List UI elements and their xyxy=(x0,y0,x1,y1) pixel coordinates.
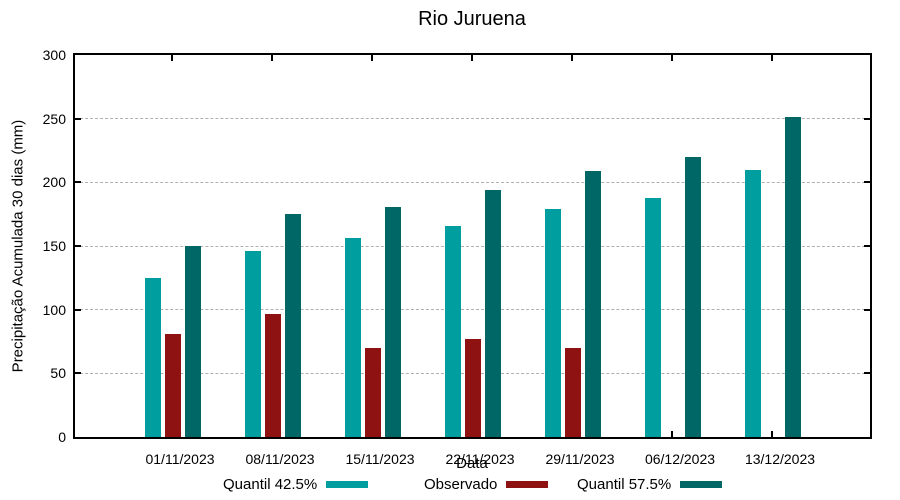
bar xyxy=(465,338,481,437)
legend-item: Observado xyxy=(424,475,549,493)
gridline xyxy=(75,181,870,183)
y-tick-label: 300 xyxy=(42,47,66,63)
gridline xyxy=(75,118,870,120)
x-tick xyxy=(271,55,273,61)
legend-swatch xyxy=(506,480,549,488)
bar xyxy=(745,169,761,437)
x-tick xyxy=(671,55,673,61)
bar xyxy=(285,214,301,437)
legend-item: Quantil 57.5% xyxy=(577,475,723,493)
y-tick-label: 100 xyxy=(42,301,66,318)
y-tick xyxy=(75,308,81,311)
x-tick xyxy=(471,55,473,61)
x-tick-label: 08/11/2023 xyxy=(245,451,315,467)
legend-item: Quantil 42.5% xyxy=(223,475,369,493)
bar xyxy=(645,197,661,437)
x-axis-title: Data xyxy=(456,455,488,472)
bar xyxy=(445,225,461,437)
x-tick xyxy=(371,55,373,61)
legend-label: Quantil 57.5% xyxy=(577,475,672,493)
x-tick-label: 13/12/2023 xyxy=(744,451,816,467)
y-tick xyxy=(864,181,870,184)
x-tick xyxy=(171,55,173,61)
x-tick xyxy=(771,431,773,437)
y-tick-label: 50 xyxy=(50,365,66,382)
x-tick-label: 01/11/2023 xyxy=(145,451,215,467)
bar xyxy=(345,238,361,437)
chart-title: Rio Juruena xyxy=(418,8,526,30)
plot-area xyxy=(73,53,872,439)
x-tick xyxy=(571,55,573,61)
gridline xyxy=(75,245,870,247)
y-tick-label: 200 xyxy=(42,174,66,191)
y-tick xyxy=(75,245,81,247)
bar xyxy=(365,347,381,437)
bar xyxy=(685,156,701,437)
y-tick xyxy=(75,117,81,120)
gridline xyxy=(75,309,870,311)
x-tick-label: 15/11/2023 xyxy=(345,451,415,467)
bar xyxy=(265,313,281,437)
x-tick xyxy=(671,431,673,437)
bar xyxy=(385,206,401,437)
bar xyxy=(245,251,261,437)
y-tick xyxy=(864,117,870,120)
bar xyxy=(185,246,201,437)
x-tick-label: 29/11/2023 xyxy=(545,451,615,467)
y-tick-label: 0 xyxy=(58,429,66,445)
legend-label: Observado xyxy=(424,475,498,493)
legend-swatch xyxy=(680,480,723,488)
x-tick-label: 06/12/2023 xyxy=(644,451,716,467)
bar xyxy=(585,170,601,437)
y-tick xyxy=(864,308,870,311)
bar xyxy=(485,189,501,437)
y-tick xyxy=(75,181,81,184)
y-tick xyxy=(75,372,81,375)
x-tick-label: 22/11/2023 xyxy=(445,451,515,467)
y-tick xyxy=(864,245,870,247)
bar xyxy=(145,277,161,437)
y-tick-label: 150 xyxy=(42,238,66,254)
legend-label: Quantil 42.5% xyxy=(223,475,318,493)
bar xyxy=(545,209,561,437)
y-tick xyxy=(864,372,870,375)
bar xyxy=(165,333,181,437)
legend-swatch xyxy=(326,480,369,488)
x-tick xyxy=(771,55,773,61)
y-tick-label: 250 xyxy=(42,110,66,127)
bar xyxy=(565,347,581,437)
bar xyxy=(785,117,801,437)
